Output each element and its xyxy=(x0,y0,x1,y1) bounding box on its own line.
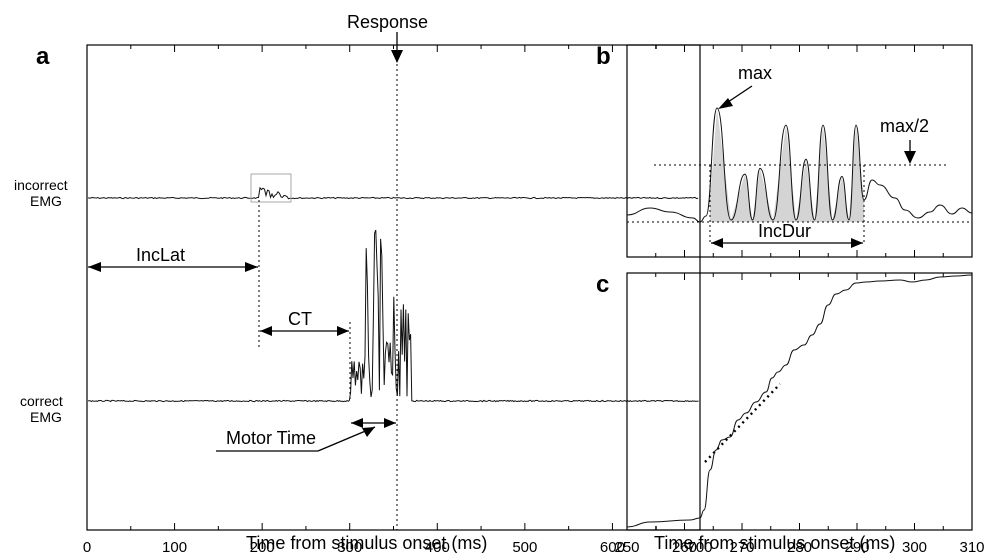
incdur-arrowhead-left xyxy=(711,238,723,248)
incdur-arrowhead-right xyxy=(851,238,863,248)
panel-a-x-tick-label: 0 xyxy=(83,539,91,553)
max-arrowhead xyxy=(718,98,733,109)
response-arrowhead xyxy=(391,50,403,63)
correct-emg-label-1: correct xyxy=(20,393,63,409)
response-label: Response xyxy=(347,12,428,32)
ct-arrowhead-left xyxy=(260,326,272,336)
panel-a-letter: a xyxy=(36,43,50,70)
panel-c-x-tick-label: 290 xyxy=(844,539,869,553)
panel-b-envelope-trace xyxy=(626,107,973,223)
incorrect-emg-highlight-box xyxy=(250,173,292,203)
panel-c-x-tick-label: 260 xyxy=(672,539,697,553)
max-half-label: max/2 xyxy=(880,116,929,136)
panel-b-x-ticks xyxy=(626,45,973,257)
inclat-arrowhead-left xyxy=(88,262,101,272)
panel-a-x-tick-label: 100 xyxy=(162,539,187,553)
inclat-arrowhead-right xyxy=(245,262,258,272)
panel-a-x-tick-label: 400 xyxy=(425,539,450,553)
motor-time-arrowhead-right xyxy=(384,418,396,428)
panel-c-slope-fit xyxy=(704,383,781,463)
panel-a-x-axis-title: Time from stimulus onset (ms) xyxy=(246,533,487,553)
panel-a-x-tick-label: 200 xyxy=(250,539,275,553)
inclat-label: IncLat xyxy=(136,245,185,265)
panel-c-x-tick-label: 300 xyxy=(902,539,927,553)
incorrect-emg-label-1: incorrect xyxy=(14,177,68,193)
motor-time-arrowhead-left xyxy=(351,418,363,428)
correct-emg-label-2: EMG xyxy=(30,409,62,425)
panel-c-x-tick-label: 310 xyxy=(959,539,984,553)
panel-c-x-ticks: 250 260 270 280 290 300 310 xyxy=(614,273,985,553)
incdur-label: IncDur xyxy=(758,221,811,241)
max-label: max xyxy=(738,63,772,83)
motor-time-leader-arrowhead xyxy=(362,427,375,437)
panel-c-x-axis-title: Time from stimulus onset (ms) xyxy=(654,533,895,553)
max-half-arrowhead xyxy=(904,151,916,164)
panel-a-x-ticks: 0 100 200 300 400 500 600 700 xyxy=(83,45,713,553)
incdur-shaded-area xyxy=(710,108,864,222)
motor-time-label: Motor Time xyxy=(226,428,316,448)
panel-a-x-tick-label: 600 xyxy=(600,539,625,553)
panel-c-x-tick-label: 280 xyxy=(787,539,812,553)
panel-c-x-tick-label: 250 xyxy=(614,539,639,553)
panel-a-x-tick-label: 300 xyxy=(337,539,362,553)
ct-label: CT xyxy=(288,309,312,329)
panel-a-x-tick-label: 500 xyxy=(512,539,537,553)
panel-a-x-tick-label: 700 xyxy=(687,539,712,553)
correct-emg-trace xyxy=(87,229,699,403)
incorrect-emg-trace xyxy=(88,186,699,200)
panel-c-x-tick-label: 270 xyxy=(729,539,754,553)
panel-b-letter: b xyxy=(596,43,611,70)
ct-arrowhead-right xyxy=(337,326,349,336)
incorrect-emg-label-2: EMG xyxy=(30,193,62,209)
panel-c-cumulative-trace xyxy=(626,274,973,528)
panel-c-letter: c xyxy=(596,271,609,298)
